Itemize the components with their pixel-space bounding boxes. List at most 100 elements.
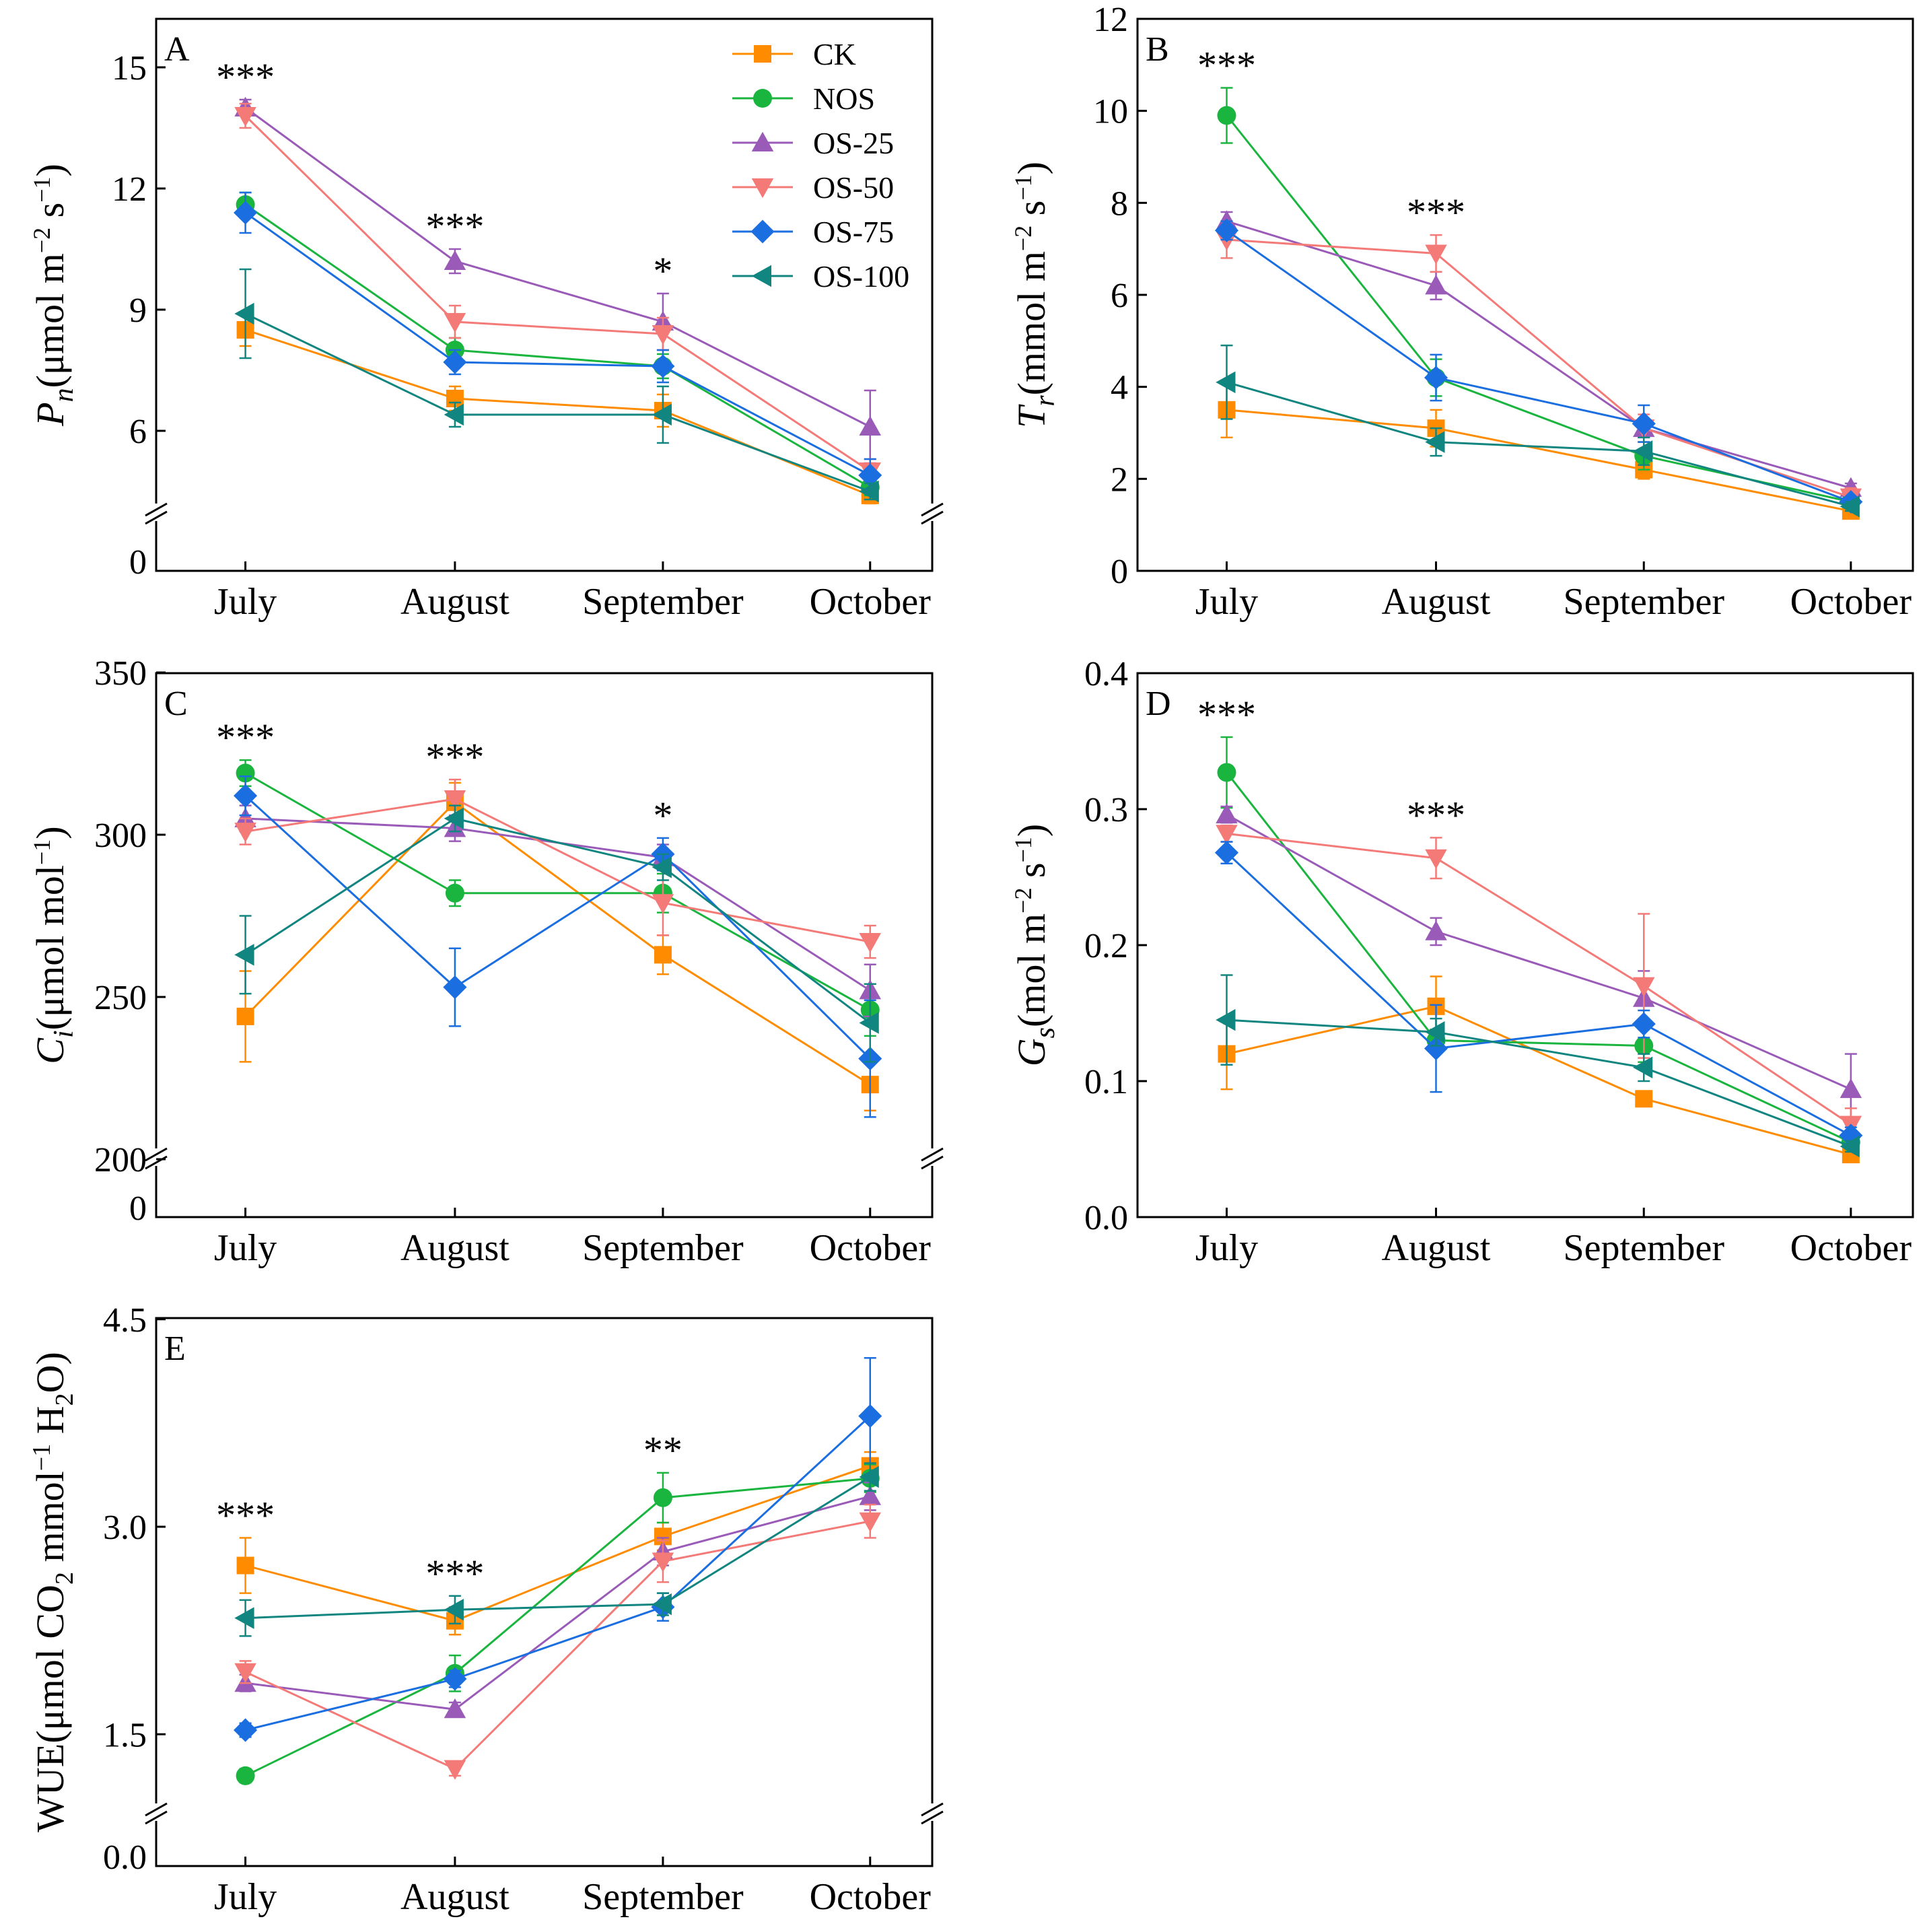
plot-frame: [1136, 672, 1914, 1218]
series-line: [244, 211, 871, 477]
y-tick-label: 300: [94, 817, 147, 855]
series-line: [245, 798, 871, 943]
series-os-75: [1214, 841, 1863, 1148]
series-ck: [1218, 381, 1860, 520]
panel-a: 6 9 12 15 0 July August September October A Pn(μmo…: [28, 18, 944, 623]
significance-label: ***: [216, 716, 275, 759]
data-point: [444, 1760, 466, 1780]
series-os-100: [1216, 974, 1860, 1158]
series-line: [1226, 771, 1852, 1144]
data-point: [444, 250, 466, 270]
ylabel-mid: s: [1010, 862, 1053, 887]
x-tick-label: September: [582, 1227, 744, 1269]
series-line: [244, 106, 871, 428]
series-line: [1226, 381, 1852, 508]
data-point: [1425, 244, 1447, 265]
plot-frame: [1136, 18, 1914, 572]
data-point: [652, 1593, 672, 1616]
ylabel-unit: (mmol m: [1010, 251, 1053, 395]
axis-break-mark: [145, 502, 168, 517]
legend-item: OS-75: [732, 215, 894, 249]
y-axis-label: WUE(μmol CO2 mmol−1 H2O): [28, 1352, 79, 1832]
series-nos: [236, 1463, 880, 1785]
data-point: [859, 480, 879, 503]
data-point: [859, 1485, 882, 1505]
legend-item: OS-25: [732, 126, 894, 160]
x-tick-label: August: [400, 1876, 510, 1918]
series-line: [245, 1495, 871, 1711]
ylabel-sup: −2: [1010, 226, 1037, 251]
data-point: [1425, 275, 1447, 295]
x-tick-label: September: [582, 1876, 744, 1918]
data-point: [1424, 1036, 1448, 1061]
ylabel-main: C: [28, 1037, 72, 1064]
y-tick-label: 4: [1111, 369, 1128, 407]
legend-item: CK: [732, 37, 856, 71]
data-point: [1632, 1012, 1656, 1036]
legend-marker: [754, 45, 771, 63]
series-os-50: [234, 102, 882, 485]
series-line: [244, 772, 871, 1011]
ylabel-mid: s: [28, 203, 72, 228]
series-os-50: [1216, 824, 1862, 1142]
ylabel-sub2: 2: [50, 1393, 79, 1406]
series-line: [1226, 1005, 1852, 1156]
x-tick-label: August: [400, 1227, 510, 1269]
series-line: [244, 312, 871, 493]
panel-b: 0 2 4 6 8 10 12 July August September October B Tr(m…: [1010, 1, 1914, 623]
x-tick-label: September: [1564, 1227, 1725, 1269]
legend-item: OS-50: [732, 170, 894, 205]
x-tick-label: October: [810, 1876, 932, 1918]
series-line: [1226, 813, 1852, 1091]
data-point: [859, 1465, 879, 1488]
y-tick-label: 12: [112, 170, 147, 209]
data-point: [1633, 440, 1653, 462]
significance-label: ***: [1407, 793, 1465, 837]
series-os-25: [1216, 210, 1862, 497]
y-axis-label: Tr(mmol m−2 s−1): [1010, 162, 1061, 428]
significance-label: ***: [1197, 693, 1256, 736]
ylabel-main: WUE(μmol CO: [28, 1585, 72, 1832]
y-tick-label: 10: [1093, 93, 1128, 131]
data-point: [652, 403, 672, 426]
data-point: [445, 883, 464, 903]
panel-letter: D: [1146, 685, 1171, 723]
ylabel-unit: mmol: [28, 1471, 72, 1572]
significance-label: ***: [425, 735, 484, 779]
data-point: [1214, 218, 1239, 242]
y-tick-label: 1.5: [103, 1716, 147, 1754]
x-tick-label: July: [214, 1876, 277, 1918]
data-point: [234, 107, 256, 127]
data-point: [1217, 106, 1236, 125]
y-tick-label: 6: [1111, 277, 1128, 315]
y-tick-label: 350: [94, 654, 147, 693]
y-tick-label: 0.1: [1084, 1063, 1128, 1101]
y-tick-label: 4.5: [103, 1301, 147, 1340]
series-line: [1226, 238, 1852, 499]
data-point: [1633, 977, 1655, 997]
data-point: [652, 856, 672, 878]
series-os-50: [234, 1503, 882, 1780]
ylabel-sub: 2: [50, 1572, 79, 1585]
y-axis-label: Ci(μmol mol−1): [28, 826, 79, 1064]
x-tick-label: August: [1382, 581, 1491, 623]
series-line: [1226, 832, 1852, 1126]
x-tick-label: October: [810, 1227, 932, 1269]
x-tick-label: August: [400, 581, 510, 623]
series-os-25: [234, 96, 882, 464]
series-line: [244, 800, 871, 1086]
ylabel-sup: −2: [1010, 887, 1037, 913]
series-ck: [236, 312, 879, 505]
legend-marker: [751, 265, 771, 287]
data-point: [236, 1766, 255, 1785]
significance-label: ***: [425, 205, 484, 248]
data-point: [1840, 1078, 1862, 1099]
data-point: [654, 946, 672, 964]
series-os-75: [1214, 218, 1863, 514]
ylabel-sub: r: [1030, 395, 1061, 407]
significance-label: ***: [425, 1552, 484, 1595]
data-point: [1216, 371, 1236, 394]
data-point: [652, 1552, 674, 1573]
y-tick-label: 0.4: [1084, 655, 1128, 693]
significance-label: **: [643, 1428, 682, 1472]
